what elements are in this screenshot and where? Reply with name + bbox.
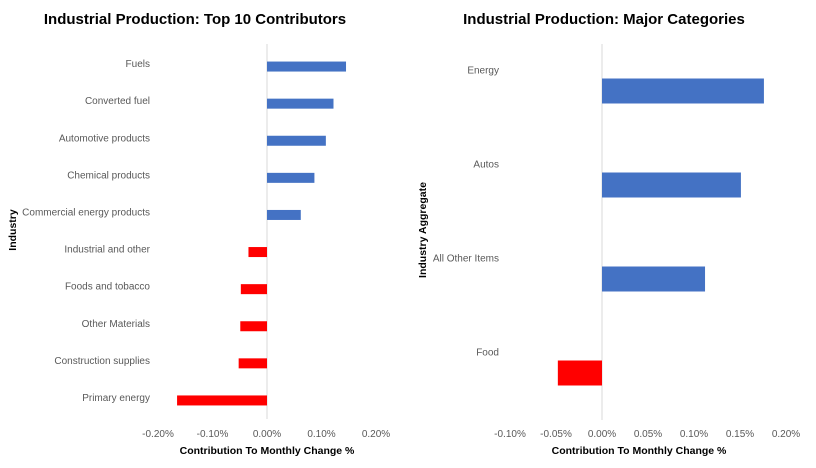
x-axis-title: Contribution To Monthly Change % bbox=[180, 445, 355, 457]
x-tick-label: 0.15% bbox=[726, 429, 754, 440]
x-tick-label: 0.20% bbox=[772, 429, 800, 440]
bar bbox=[267, 209, 301, 220]
y-axis-title: Industry bbox=[7, 209, 19, 251]
category-label: Industrial and other bbox=[64, 245, 150, 256]
x-tick-label: 0.00% bbox=[253, 429, 281, 440]
major-categories-chart: Industrial Production: Major Categories … bbox=[417, 11, 800, 457]
bar bbox=[240, 284, 267, 295]
bar bbox=[602, 172, 741, 198]
bar bbox=[267, 61, 347, 72]
category-label: Food bbox=[476, 348, 499, 359]
category-label: Primary energy bbox=[82, 393, 150, 404]
x-axis-title: Contribution To Monthly Change % bbox=[552, 445, 727, 457]
x-tick-label: -0.20% bbox=[142, 429, 174, 440]
bar bbox=[267, 135, 326, 146]
category-label: Automotive products bbox=[59, 133, 150, 144]
x-tick-label: 0.10% bbox=[680, 429, 708, 440]
bar bbox=[238, 358, 267, 369]
category-label: Energy bbox=[467, 66, 499, 77]
chart-title: Industrial Production: Major Categories bbox=[463, 11, 745, 28]
bar bbox=[267, 98, 334, 109]
x-tick-label: 0.05% bbox=[634, 429, 662, 440]
category-label: Converted fuel bbox=[85, 96, 150, 107]
category-label: All Other Items bbox=[433, 254, 499, 265]
x-tick-label: 0.10% bbox=[307, 429, 335, 440]
category-label: Construction supplies bbox=[54, 356, 150, 367]
x-tick-labels: -0.10% -0.05% 0.00% 0.05% 0.10% 0.15% 0.20% bbox=[494, 429, 800, 440]
category-label: Foods and tobacco bbox=[65, 282, 150, 293]
bar bbox=[602, 266, 706, 292]
category-label: Other Materials bbox=[82, 319, 150, 330]
bar bbox=[248, 247, 267, 258]
bar bbox=[240, 321, 267, 332]
bar bbox=[177, 395, 267, 406]
x-tick-label: 0.20% bbox=[362, 429, 390, 440]
x-tick-label: 0.00% bbox=[588, 429, 616, 440]
y-axis-title: Industry Aggregate bbox=[417, 182, 429, 278]
top-contributors-chart: Industrial Production: Top 10 Contributo… bbox=[7, 11, 390, 457]
category-label: Commercial energy products bbox=[22, 207, 150, 218]
bar-group bbox=[177, 61, 347, 406]
category-labels: Fuels Converted fuel Automotive products Ch… bbox=[22, 59, 150, 404]
x-tick-label: -0.10% bbox=[197, 429, 229, 440]
x-tick-label: -0.05% bbox=[540, 429, 572, 440]
category-label: Chemical products bbox=[67, 170, 150, 181]
x-tick-labels: -0.20% -0.10% 0.00% 0.10% 0.20% bbox=[142, 429, 390, 440]
category-label: Fuels bbox=[126, 59, 150, 70]
chart-title: Industrial Production: Top 10 Contributo… bbox=[44, 11, 346, 28]
bar-group bbox=[557, 78, 764, 386]
bar bbox=[602, 78, 764, 104]
bar bbox=[557, 360, 602, 386]
category-label: Autos bbox=[473, 160, 499, 171]
bar bbox=[267, 172, 315, 183]
category-labels: Energy Autos All Other Items Food bbox=[433, 66, 499, 359]
x-tick-label: -0.10% bbox=[494, 429, 526, 440]
